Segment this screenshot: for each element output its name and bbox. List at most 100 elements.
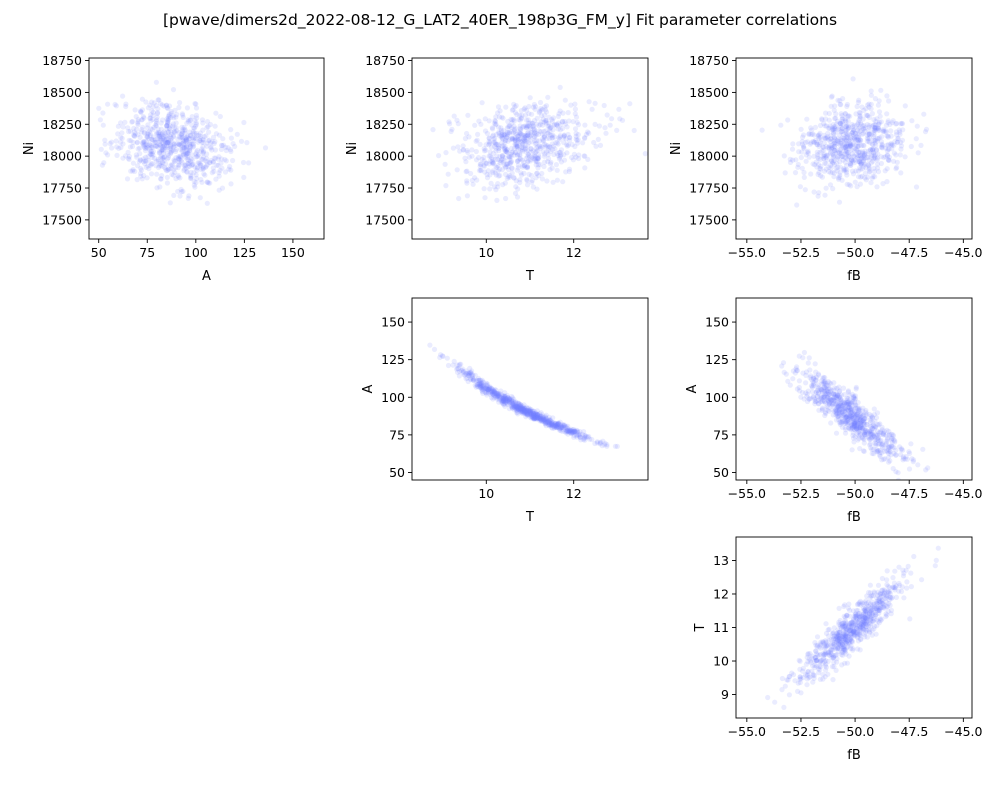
scatter-point xyxy=(831,162,838,168)
scatter-point xyxy=(519,406,526,412)
scatter-point xyxy=(853,419,860,425)
scatter-point xyxy=(571,429,577,436)
scatter-point xyxy=(474,381,480,388)
scatter-point xyxy=(167,123,173,129)
scatter-point xyxy=(902,103,908,109)
scatter-point xyxy=(808,125,814,131)
scatter-point xyxy=(597,441,603,447)
scatter-point xyxy=(526,408,532,414)
scatter-point xyxy=(601,102,607,109)
scatter-point xyxy=(877,453,883,459)
scatter-point xyxy=(517,112,523,118)
scatter-point xyxy=(851,439,857,445)
scatter-point xyxy=(863,409,869,415)
scatter-point xyxy=(511,396,517,402)
scatter-point xyxy=(163,140,169,146)
scatter-point xyxy=(558,425,565,431)
scatter-point xyxy=(829,396,835,403)
scatter-point xyxy=(573,114,580,120)
scatter-point xyxy=(165,167,171,174)
scatter-point xyxy=(189,122,195,128)
scatter-point xyxy=(807,651,813,657)
scatter-point xyxy=(479,379,485,385)
scatter-point xyxy=(843,148,849,154)
x-tick-label: 100 xyxy=(184,245,208,260)
scatter-point xyxy=(846,623,852,629)
scatter-point xyxy=(848,624,854,630)
scatter-point xyxy=(853,425,860,431)
scatter-point xyxy=(850,627,856,633)
scatter-point xyxy=(872,122,878,128)
scatter-point xyxy=(513,178,519,184)
scatter-point xyxy=(185,119,191,125)
ni-vs-fb-y-axis-label: Ni xyxy=(669,142,684,155)
scatter-point xyxy=(162,144,168,150)
scatter-point xyxy=(542,421,548,427)
scatter-point xyxy=(845,395,851,402)
scatter-point xyxy=(537,414,543,420)
scatter-point xyxy=(475,375,482,381)
x-tick-label: −55.0 xyxy=(728,245,766,260)
scatter-point xyxy=(476,377,482,383)
scatter-point xyxy=(511,145,518,151)
scatter-point xyxy=(908,441,914,447)
scatter-point xyxy=(503,396,509,402)
scatter-point xyxy=(830,630,836,636)
scatter-point xyxy=(861,621,867,627)
scatter-point xyxy=(479,383,485,389)
scatter-point xyxy=(574,432,580,438)
scatter-point xyxy=(549,420,555,426)
scatter-point xyxy=(878,600,884,606)
scatter-point xyxy=(137,134,143,140)
scatter-point xyxy=(227,164,233,170)
scatter-point xyxy=(858,424,864,430)
scatter-point xyxy=(234,131,240,137)
scatter-point xyxy=(823,110,829,116)
scatter-point xyxy=(525,130,531,136)
scatter-point xyxy=(539,418,545,424)
scatter-point xyxy=(193,135,199,141)
scatter-point xyxy=(854,411,860,417)
y-tick-label: 75 xyxy=(389,427,405,442)
scatter-point xyxy=(818,166,824,172)
scatter-point xyxy=(509,135,515,141)
scatter-point xyxy=(853,424,860,430)
scatter-point xyxy=(494,164,500,171)
scatter-point xyxy=(230,141,236,147)
scatter-point xyxy=(873,415,880,421)
scatter-point xyxy=(840,633,846,640)
scatter-point xyxy=(869,175,875,181)
scatter-point xyxy=(857,432,864,438)
scatter-point xyxy=(507,173,513,179)
scatter-point xyxy=(840,132,847,138)
scatter-point xyxy=(879,440,886,446)
scatter-point xyxy=(182,130,188,136)
x-tick-label: −47.5 xyxy=(890,486,928,501)
scatter-point xyxy=(118,139,124,145)
scatter-point xyxy=(499,156,505,162)
scatter-point xyxy=(885,445,891,451)
scatter-point xyxy=(489,389,495,395)
scatter-point xyxy=(795,688,801,695)
scatter-point xyxy=(825,391,832,397)
scatter-point xyxy=(548,421,554,427)
scatter-point xyxy=(846,627,852,633)
scatter-point xyxy=(895,477,901,480)
scatter-point xyxy=(838,392,845,398)
scatter-point xyxy=(509,395,516,401)
scatter-point xyxy=(455,144,461,150)
scatter-point xyxy=(546,123,552,129)
scatter-point xyxy=(847,627,853,634)
scatter-point xyxy=(529,179,535,185)
scatter-point xyxy=(173,165,179,171)
scatter-point xyxy=(567,135,573,141)
scatter-point xyxy=(537,415,543,421)
scatter-point xyxy=(555,141,561,147)
scatter-point xyxy=(839,397,845,403)
scatter-point xyxy=(534,130,540,137)
scatter-point xyxy=(846,138,852,144)
scatter-point xyxy=(180,188,186,194)
scatter-point xyxy=(852,627,858,633)
scatter-point xyxy=(174,128,180,134)
scatter-point xyxy=(151,100,157,106)
